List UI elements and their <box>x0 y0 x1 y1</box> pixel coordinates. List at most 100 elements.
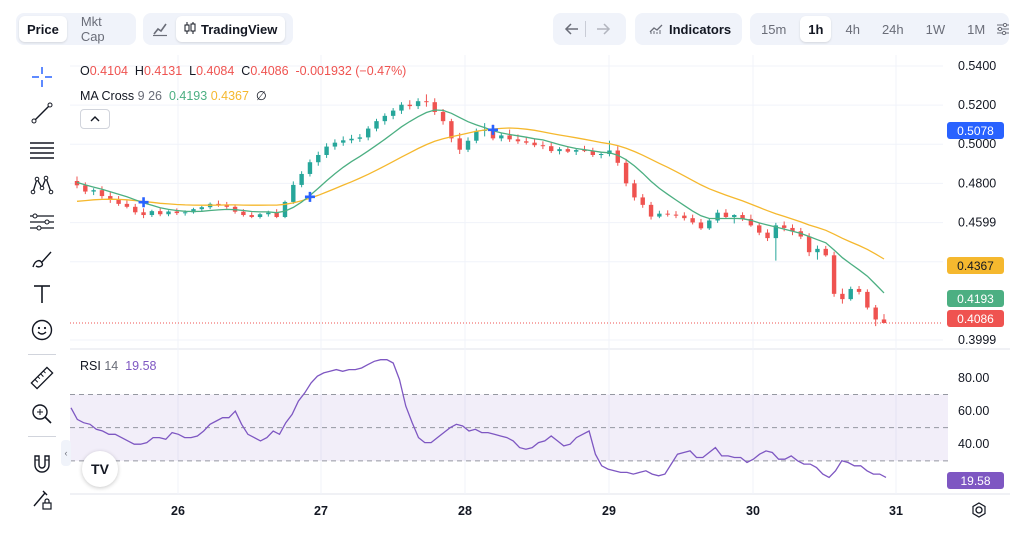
tradingview-label: TradingView <box>201 21 278 37</box>
candle-body <box>623 162 629 184</box>
close-value: 0.4086 <box>250 64 289 78</box>
ma-fast-value: 0.4193 <box>168 89 208 103</box>
candle-body <box>249 215 254 217</box>
redo-arrow-icon[interactable] <box>590 16 616 42</box>
candle-body <box>224 205 229 207</box>
x-tick-label: 26 <box>171 504 185 518</box>
collapse-sidebar-button[interactable]: ‹ <box>61 440 71 466</box>
candle-body <box>723 212 729 217</box>
magnet-icon[interactable] <box>22 449 62 479</box>
candle-body <box>124 203 130 207</box>
candles-icon <box>184 21 196 38</box>
chart-type-group: TradingView <box>143 13 293 45</box>
candle-body <box>91 190 96 192</box>
fib-levels-icon[interactable] <box>22 135 62 165</box>
tradingview-logo[interactable]: TV <box>82 451 118 487</box>
ma-fast-tag: 0.4193 <box>947 290 1004 307</box>
candle-body <box>324 146 329 155</box>
candle-body <box>465 140 471 150</box>
low-label: L <box>189 64 197 78</box>
candle-body <box>241 211 246 216</box>
pattern-icon[interactable] <box>22 170 62 200</box>
indicators-button[interactable]: Indicators <box>635 13 742 45</box>
candle-body <box>299 173 304 185</box>
candle-body <box>507 135 512 140</box>
candle-body <box>316 154 321 163</box>
candle-body <box>99 190 105 197</box>
candle-body <box>682 215 687 219</box>
ruler-icon[interactable] <box>22 363 62 393</box>
candle-body <box>732 215 737 217</box>
emoji-icon[interactable] <box>22 315 62 345</box>
ma-name: MA Cross <box>80 89 135 103</box>
candle-body <box>831 255 837 294</box>
candle-body <box>382 115 388 122</box>
candle-body <box>665 213 670 215</box>
tradingview-button[interactable]: TradingView <box>176 16 286 42</box>
close-label: C <box>241 64 251 78</box>
candle-body <box>357 137 363 139</box>
rsi-value: 19.58 <box>125 359 157 373</box>
interval-24h[interactable]: 24h <box>881 21 904 37</box>
low-value: 0.4084 <box>196 64 235 78</box>
candle-body <box>748 218 754 226</box>
candle-body <box>116 199 121 204</box>
undo-arrow-icon[interactable] <box>559 16 585 42</box>
text-icon[interactable] <box>22 279 62 309</box>
interval-1m[interactable]: 1M <box>967 21 986 37</box>
candle-body <box>390 110 396 116</box>
candle-body <box>549 146 554 152</box>
price-mktcap-toggle: Price Mkt Cap <box>16 13 136 45</box>
ma-cross-legend[interactable]: MA Cross 9 26 0.4193 0.4367 ∅ <box>80 88 267 103</box>
mktcap-tab[interactable]: Mkt Cap <box>80 14 105 44</box>
candle-body <box>307 162 313 174</box>
candle-body <box>191 209 196 213</box>
line-chart-icon[interactable] <box>147 16 173 42</box>
crosshair-icon[interactable] <box>22 62 62 92</box>
candle-body <box>848 288 853 300</box>
candle-body <box>598 154 604 156</box>
candle-body <box>141 212 146 216</box>
indicators-label: Indicators <box>669 21 732 37</box>
zoom-in-icon[interactable] <box>22 399 62 429</box>
settings-gear-icon[interactable] <box>971 502 987 518</box>
open-value: 0.4104 <box>89 64 128 78</box>
price-tab[interactable]: Price <box>19 16 67 42</box>
interval-1h[interactable]: 1h <box>800 16 832 42</box>
rsi-name: RSI <box>80 359 101 373</box>
candle-body <box>765 232 770 239</box>
candle-body <box>266 212 271 215</box>
candle-body <box>291 184 296 202</box>
interval-15m[interactable]: 15m <box>761 21 787 37</box>
candle-body <box>781 225 787 228</box>
x-tick-label: 28 <box>458 504 472 518</box>
ma-slow-tag: 0.4367 <box>947 257 1004 274</box>
brush-icon[interactable] <box>22 244 62 274</box>
y-tick-label: 0.5400 <box>958 59 996 73</box>
candle-body <box>856 288 862 292</box>
collapse-legend-button[interactable] <box>80 109 110 129</box>
ma-cross-marker <box>138 197 149 208</box>
candle-body <box>449 121 454 139</box>
interval-1w[interactable]: 1W <box>925 21 946 37</box>
candle-body <box>515 139 521 142</box>
ma-hidden-icon[interactable]: ∅ <box>255 89 267 103</box>
candle-body <box>166 211 171 215</box>
candle-body <box>806 236 812 253</box>
chevron-up-icon <box>90 116 100 122</box>
high-label: H <box>134 64 144 78</box>
candle-body <box>532 142 537 146</box>
rsi-y-tick-label: 40.00 <box>958 437 989 451</box>
settings-sliders-icon[interactable] <box>996 16 1010 42</box>
trend-line-icon[interactable] <box>22 98 62 128</box>
candle-body <box>282 201 288 217</box>
candle-body <box>174 211 180 214</box>
interval-4h[interactable]: 4h <box>845 21 860 37</box>
lock-drawings-icon[interactable] <box>22 485 62 515</box>
rsi-legend[interactable]: RSI 14 19.58 <box>80 359 156 373</box>
forecast-icon[interactable] <box>22 207 62 237</box>
candle-body <box>690 218 695 223</box>
candle-body <box>157 211 163 215</box>
candle-body <box>199 207 204 210</box>
